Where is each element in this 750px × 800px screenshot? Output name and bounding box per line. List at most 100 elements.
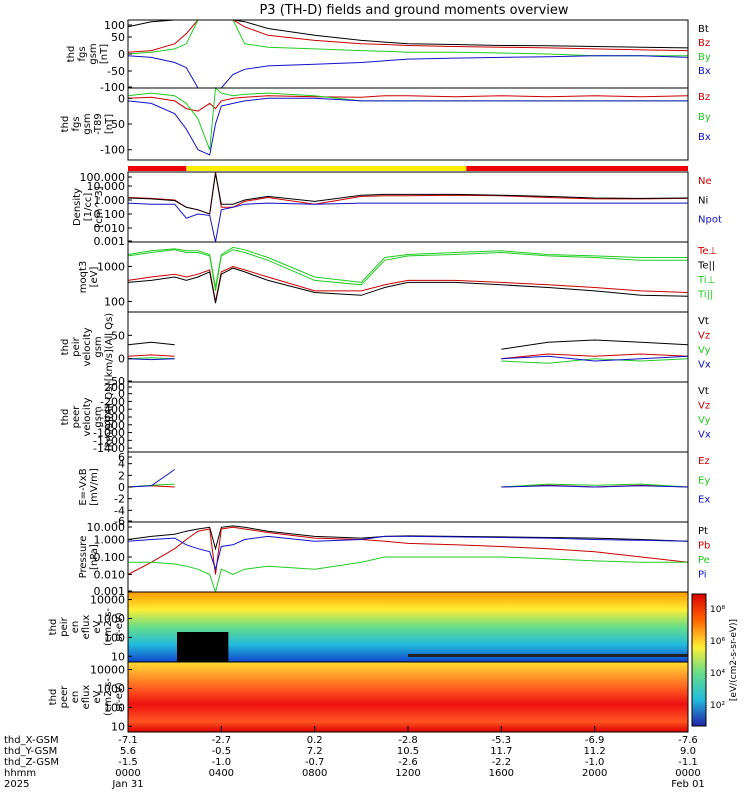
legend-pressure-2: Pe [698, 555, 710, 566]
series-fgs_gsm_t89-Bz [127, 95, 689, 112]
y-axis-label: E=-VxB [78, 468, 89, 505]
y-tick-label: 0.100 [94, 208, 126, 221]
y-tick-label: 10.000 [87, 180, 126, 193]
panel-frame [127, 311, 689, 383]
series-temperature-Ti⊥ [127, 249, 688, 291]
series-pressure-Pb [127, 526, 689, 575]
y-tick-label: 1000 [97, 612, 125, 625]
y-tick-label: 4 [118, 458, 125, 471]
axis-row-value: -2.8 [398, 735, 418, 746]
series-temperature-Te|| [127, 267, 689, 304]
legend-temperature-1: Te|| [697, 261, 715, 272]
axis-row-value: 11.2 [584, 746, 606, 757]
y-tick-label: -4 [114, 504, 125, 517]
y-tick-label: 1000 [97, 682, 125, 695]
y-axis-label: peir [59, 616, 70, 636]
y-axis-label: sr-eV) [114, 612, 125, 641]
panel-fgs_gsm_t89: 0 -50 -100 thd fgs gsm -T89 [nT] Bz By Bx [60, 86, 711, 171]
y-tick-label: 100 [104, 19, 125, 32]
legend-peer_velocity-3: Vx [698, 430, 711, 441]
y-tick-label: 0 [118, 481, 125, 494]
y-axis-label: en [70, 621, 81, 634]
series-pressure-Pt [127, 525, 689, 551]
y-axis-label: gsm [88, 43, 99, 64]
y-tick-label: -50 [107, 65, 125, 78]
panel-frame [127, 171, 689, 243]
spectrogram-gap [177, 632, 229, 662]
axis-row-value: 0.2 [307, 735, 323, 746]
y-axis-label: eflux [81, 685, 92, 710]
legend-fgs_gsm-1: Bz [698, 38, 710, 49]
y-axis-label: eflux [81, 615, 92, 640]
mode-bar-fast [186, 166, 467, 171]
axis-row-label: thd_X-GSM [4, 735, 59, 746]
y-axis-label: [nT] [99, 44, 110, 64]
y-tick-label: -100 [100, 81, 125, 94]
legend-peer_velocity-2: Vy [698, 415, 711, 426]
axis-row-value: 7.2 [307, 746, 323, 757]
legend-fgs_gsm_t89-1: By [698, 112, 711, 123]
y-tick-label: 100 [104, 701, 125, 714]
y-axis-label: en [70, 691, 81, 704]
y-tick-label: 0 [118, 48, 125, 61]
y-tick-label: 10 [111, 650, 125, 663]
y-axis-label: velocity [82, 397, 93, 436]
y-tick-label: 10.000 [87, 521, 126, 534]
y-tick-label: 100.000 [80, 171, 126, 184]
colorbar: 10⁸ 10⁶ 10⁴ 10² [eV/(cm2-s-sr-eV)] [691, 593, 739, 727]
axis-row-value: 5.6 [120, 746, 136, 757]
colorbar-scale [691, 593, 707, 727]
y-tick-label: 1.000 [94, 534, 126, 547]
y-axis-label: peir [71, 336, 82, 356]
axis-row-value: 9.0 [680, 746, 696, 757]
series-pressure-Pe [128, 556, 688, 594]
y-tick-label: -100 [100, 144, 125, 157]
y-axis-label: sr-eV) [114, 682, 125, 711]
y-axis-label: [nT] [104, 114, 115, 134]
legend-fgs_gsm-0: Bt [698, 24, 709, 35]
series-peir_velocity-Vz [127, 353, 689, 360]
y-axis-label: gsm [82, 113, 93, 134]
series-density-Ni [127, 173, 689, 215]
y-tick-label: 200 [104, 381, 125, 394]
y-tick-label: -1400 [93, 442, 125, 455]
y-axis-label: thd [60, 409, 71, 426]
legend-density-0: Ne [698, 176, 712, 187]
series-fgs_gsm-Bz [127, 19, 689, 53]
axis-row-value: 0800 [302, 768, 327, 779]
axis-row-value: 11.7 [490, 746, 512, 757]
y-tick-label: 50 [111, 329, 125, 342]
legend-peir_velocity-3: Vx [698, 360, 711, 371]
axis-row-value: -7.1 [118, 735, 138, 746]
y-tick-label: 0.100 [94, 551, 126, 564]
panel-peir_eflux: 10000 1000 100 10 thd peir en eflux eV (cm2-s-sr-… [48, 591, 689, 663]
colorbar-tick: 10² [710, 701, 725, 711]
series-peir_velocity-Vy [127, 357, 689, 364]
axis-row-value: Feb 01 [671, 779, 705, 790]
spectrogram-band [408, 654, 688, 657]
y-axis-label: velocity [82, 327, 93, 366]
axis-row-value: -7.6 [678, 735, 698, 746]
y-axis-label: fgs [77, 46, 88, 61]
y-axis-label: eV [92, 690, 103, 703]
axis-row-value: -1.1 [678, 757, 698, 768]
axis-row-value: 0000 [115, 768, 140, 779]
plot-title: P3 (TH-D) fields and ground moments over… [259, 3, 568, 18]
series-fgs_gsm_t89-Bx [127, 97, 688, 156]
axis-row-value: -2.7 [212, 735, 232, 746]
y-tick-label: 10 [111, 720, 125, 733]
panel-peer_eflux: 10000 1000 100 10 thd peer en eflux eV (cm2-s-sr-… [48, 661, 689, 733]
y-tick-label: 1000 [97, 260, 125, 273]
axis-row-value: 10.5 [397, 746, 419, 757]
series-fgs_gsm-By [127, 19, 688, 57]
legend-peir_velocity-2: Vy [698, 345, 711, 356]
panel-frame [127, 241, 689, 313]
y-axis-label: (cm2-s- [103, 678, 114, 716]
axis-row-value: -5.3 [492, 735, 512, 746]
y-tick-label: -400 [100, 403, 125, 416]
legend-pressure-0: Pt [698, 526, 708, 537]
y-axis-label: (cm2-s- [103, 608, 114, 646]
legend-temperature-0: Te⊥ [697, 246, 717, 257]
